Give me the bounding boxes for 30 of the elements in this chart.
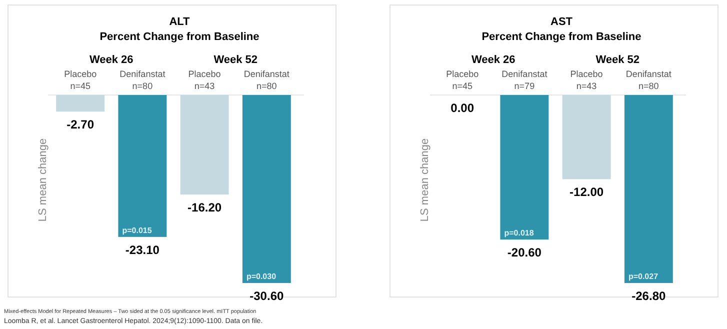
x-tick-label: Denifanstat n=80: [626, 69, 672, 91]
text: Week 52: [214, 54, 258, 66]
y-axis-title: LS mean change: [37, 138, 49, 222]
data-label: -30.60: [250, 289, 284, 303]
data-label: -16.20: [188, 200, 222, 215]
text: Week 26: [89, 54, 134, 66]
data-label: -26.80: [632, 289, 666, 303]
chart-subtitle: Percent Change from Baseline: [100, 31, 260, 43]
text: Week 52: [596, 54, 640, 66]
x-tick-label: Denifanstat n=80: [120, 69, 166, 91]
x-tick-label: Denifanstat n=79: [502, 69, 548, 91]
annotation: p=0.030: [246, 272, 277, 281]
x-tick-label: Placebo n=43: [570, 69, 603, 91]
data-label: -2.70: [66, 118, 94, 132]
chart-title: AST: [550, 16, 573, 28]
chart-subtitle: Percent Change from Baseline: [482, 31, 642, 43]
data-label: 0.00: [450, 101, 474, 115]
annotation: p=0.027: [628, 272, 659, 281]
x-tick-label: Denifanstat n=80: [244, 69, 290, 91]
annotation: p=0.018: [504, 228, 534, 238]
text: Week 26: [471, 54, 516, 66]
data-label: -23.10: [125, 242, 160, 257]
y-axis-title: LS mean change: [419, 138, 431, 222]
x-tick-label: Placebo n=45: [64, 69, 97, 91]
data-label: -12.00: [570, 185, 604, 200]
annotation: p=0.015: [122, 226, 152, 235]
data-label: -20.60: [507, 246, 542, 260]
chart-title: ALT: [169, 16, 190, 28]
x-tick-label: Placebo n=45: [446, 69, 479, 91]
x-tick-label: Placebo n=43: [188, 69, 221, 91]
